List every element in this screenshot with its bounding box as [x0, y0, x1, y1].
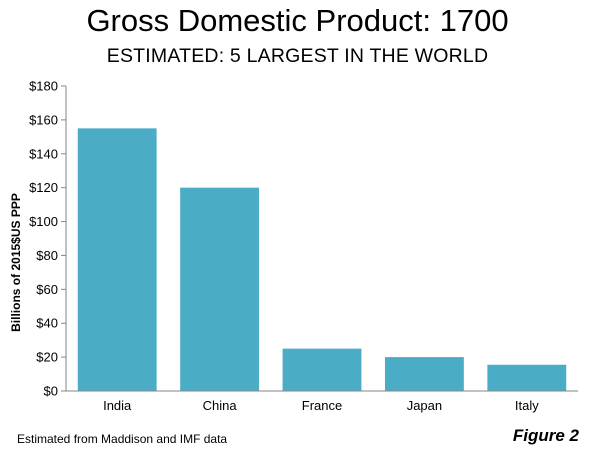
y-tick-label: $100 — [29, 214, 58, 229]
y-tick-label: $180 — [29, 79, 58, 94]
bar-italy — [487, 364, 567, 391]
figure-label: Figure 2 — [512, 426, 579, 445]
y-tick-label: $20 — [36, 350, 58, 365]
x-tick-label: Italy — [515, 398, 539, 413]
chart-subtitle: ESTIMATED: 5 LARGEST IN THE WORLD — [106, 45, 489, 67]
x-tick-label: France — [302, 398, 342, 413]
x-tick-label: China — [203, 398, 238, 413]
bar-france — [282, 348, 362, 391]
y-tick-label: $60 — [36, 282, 58, 297]
y-tick-label: $80 — [36, 248, 58, 263]
chart-title: Gross Domestic Product: 1700 — [86, 3, 509, 38]
bar-japan — [384, 357, 464, 391]
x-tick-label: India — [103, 398, 132, 413]
y-axis: $0 $20 $40 $60 $80 $100 $120 $140 $160 $180 — [29, 79, 67, 399]
x-tick-label: Japan — [407, 398, 442, 413]
y-tick-label: $0 — [44, 384, 58, 399]
bar-china — [180, 187, 260, 391]
y-axis-label: Billions of 2015$US PPP — [9, 193, 23, 332]
source-footnote: Estimated from Maddison and IMF data — [17, 432, 228, 446]
y-tick-label: $140 — [29, 146, 58, 161]
x-axis: India China France Japan Italy — [66, 390, 578, 413]
y-tick-label: $120 — [29, 180, 58, 195]
y-tick-label: $160 — [29, 112, 58, 127]
bars — [77, 128, 567, 391]
y-tick-label: $40 — [36, 316, 58, 331]
bar-india — [77, 128, 157, 391]
